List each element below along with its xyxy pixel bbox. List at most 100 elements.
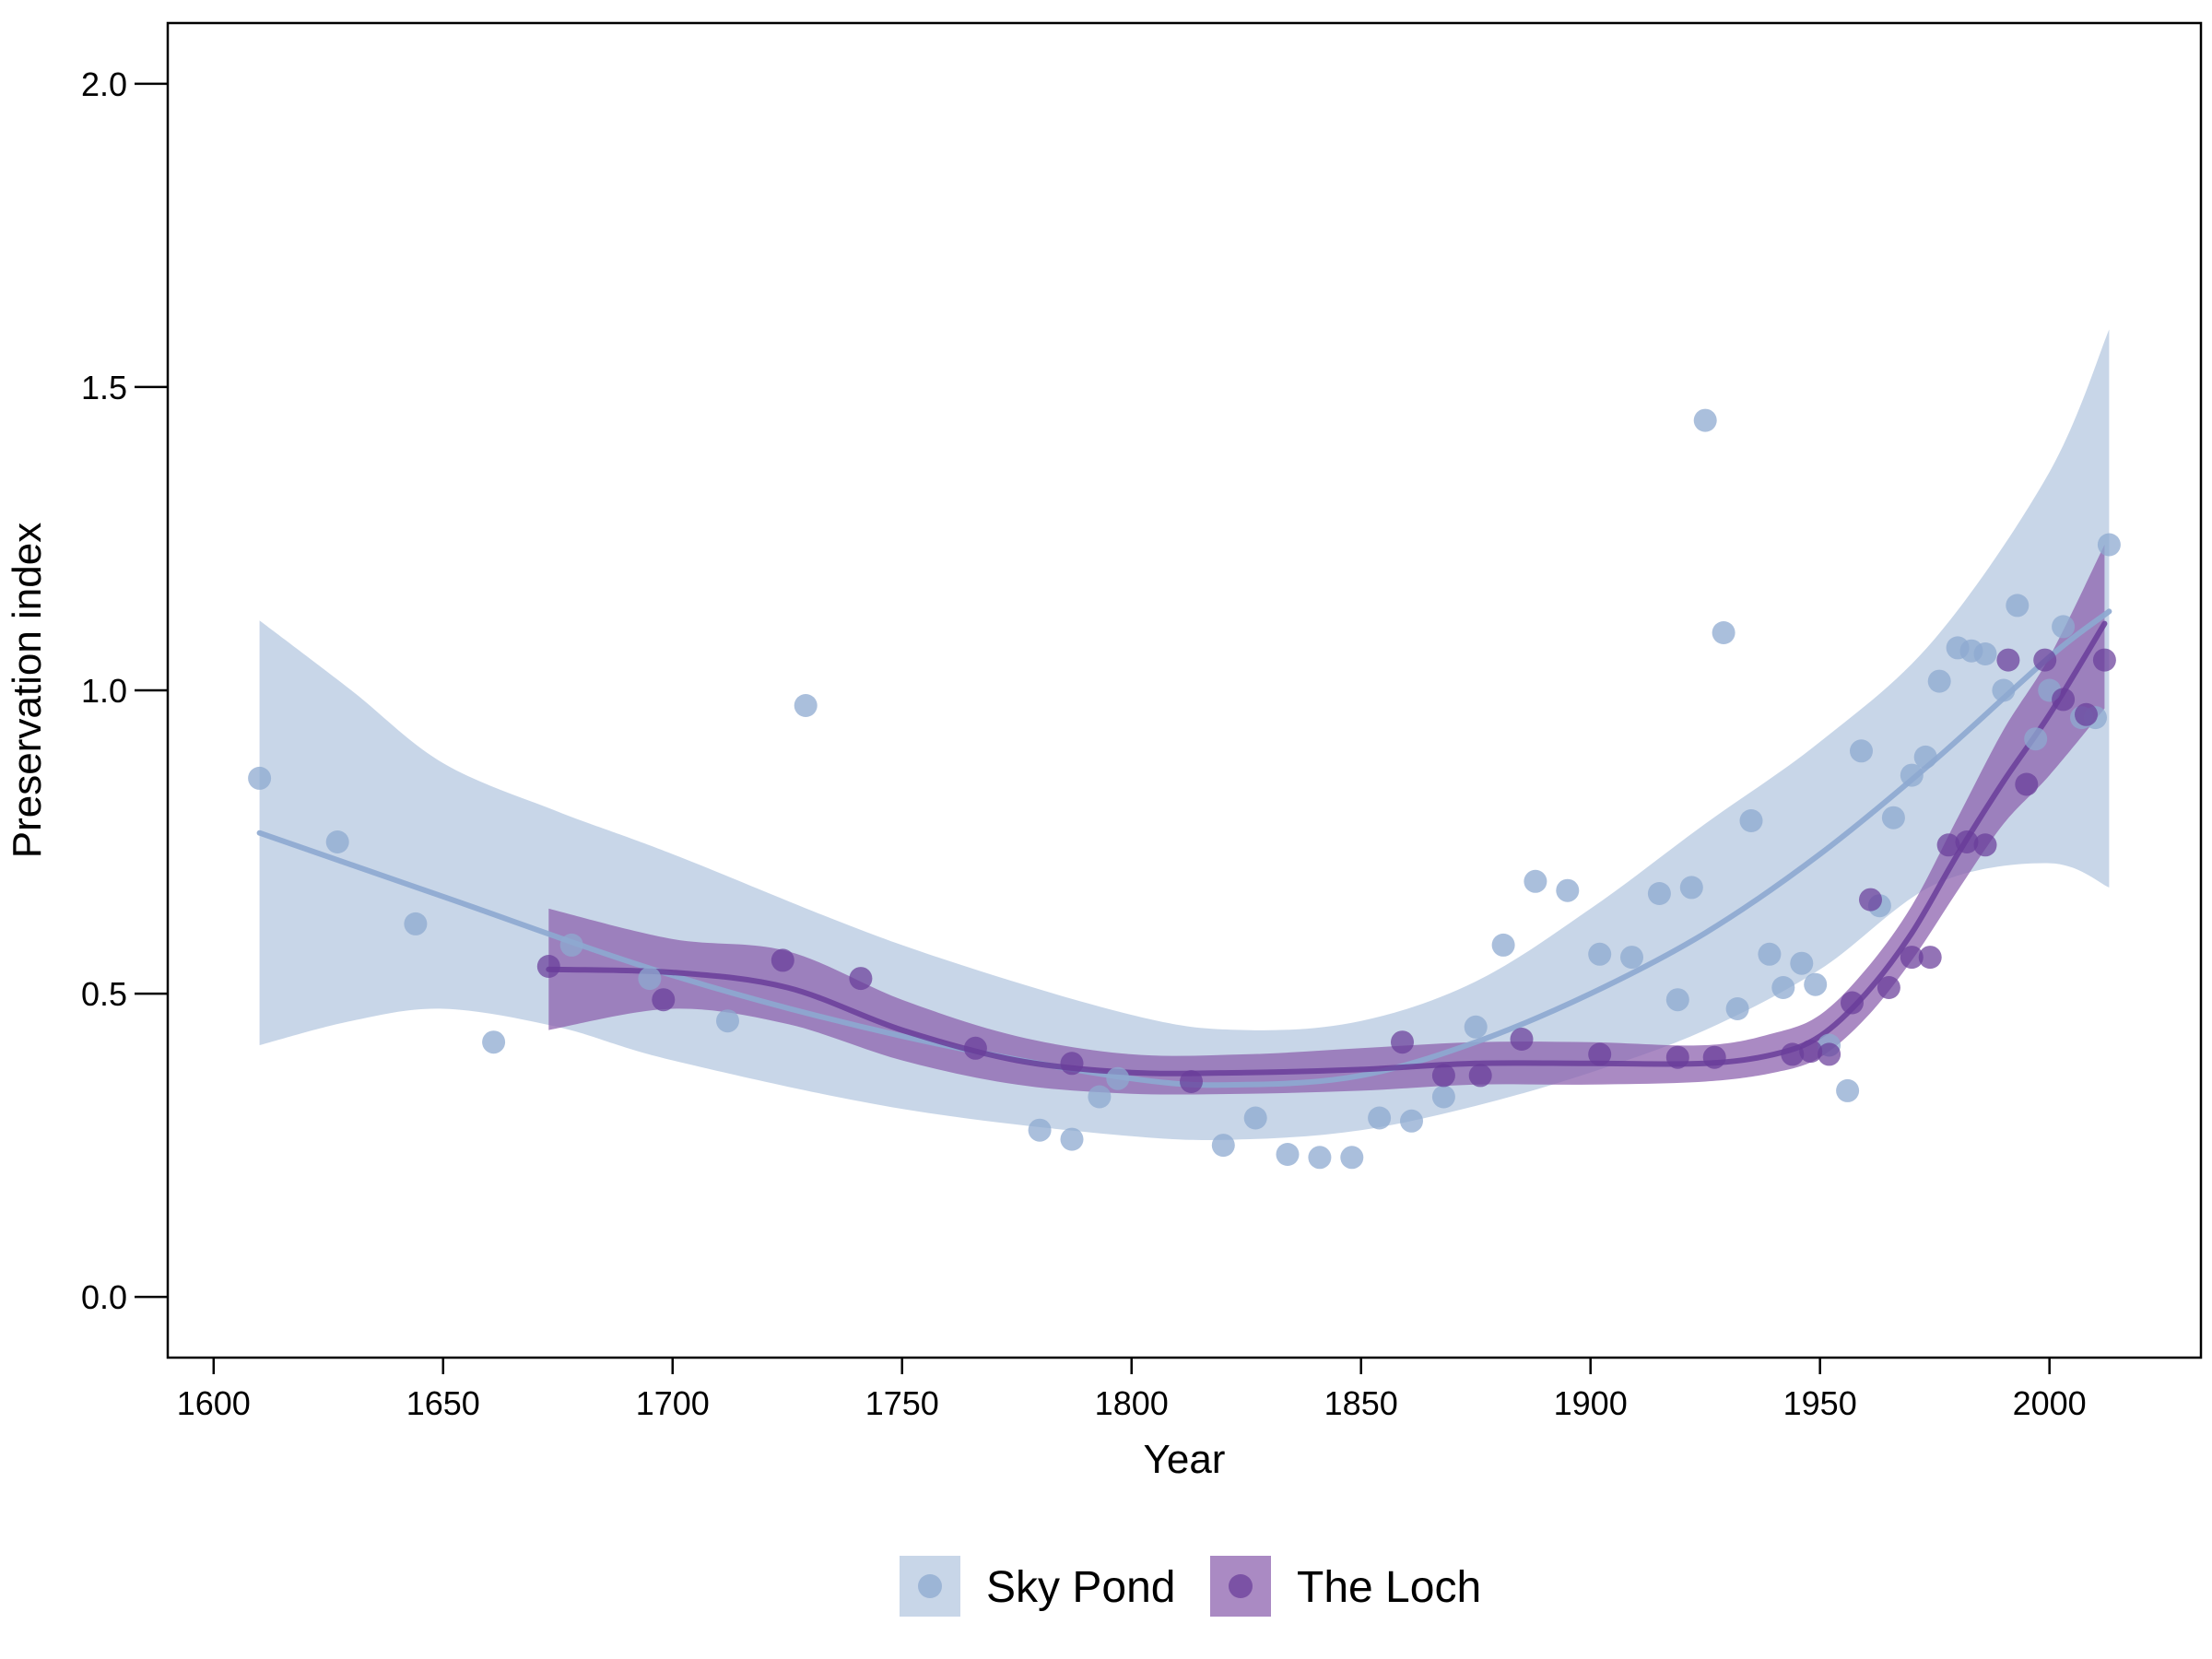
the-loch-point (2052, 688, 2076, 712)
y-tick-label: 0.0 (81, 1278, 127, 1316)
sky-pond-point (1927, 669, 1951, 693)
the-loch-trend-line (546, 620, 2108, 1077)
the-loch-point (1588, 1042, 1612, 1066)
sky-pond-point (325, 830, 349, 853)
sky-pond-point (1431, 1085, 1455, 1109)
sky-pond-point (1758, 942, 1782, 966)
the-loch-point (2015, 772, 2039, 796)
sky-pond-point (1524, 869, 1547, 893)
the-loch-point (1996, 648, 2020, 672)
the-loch-point (1702, 1045, 1726, 1069)
y-tick-label: 1.5 (81, 369, 127, 406)
sky-pond-point (1647, 882, 1671, 905)
x-tick-label: 2000 (2013, 1384, 2087, 1422)
sky-pond-point (1665, 988, 1689, 1012)
sky-pond-point (1028, 1118, 1052, 1142)
y-tick-label: 1.0 (81, 672, 127, 710)
the-loch-point (536, 955, 560, 978)
legend: Sky Pond The Loch (900, 1556, 1481, 1617)
sky-pond-point (638, 967, 662, 991)
the-loch-point (1900, 946, 1924, 970)
x-tick-label: 1600 (177, 1384, 251, 1422)
the-loch-point (1973, 833, 1997, 857)
sky-pond-point (1771, 976, 1795, 999)
the-loch-point (1841, 991, 1864, 1015)
sky-pond-point (1464, 1015, 1488, 1039)
the-loch-point (2033, 648, 2057, 672)
the-loch-point (1665, 1045, 1689, 1069)
the-loch-point (2075, 702, 2098, 726)
the-loch-point (1391, 1030, 1414, 1054)
legend-marker (918, 1574, 942, 1598)
sky-pond-point (1790, 951, 1814, 975)
the-loch-point (1431, 1064, 1455, 1088)
sky-pond-confidence-band (259, 329, 2110, 1140)
sky-pond-point (1491, 933, 1515, 957)
x-axis: 1600 1650 1700 1750 1800 1850 1900 1950 2000 (177, 1358, 2087, 1422)
sky-pond-point (1900, 763, 1924, 787)
sky-pond-point (1712, 621, 1735, 644)
plot-layer (248, 329, 2121, 1170)
sky-pond-point (1913, 745, 1937, 769)
x-tick-label: 1700 (636, 1384, 710, 1422)
sky-pond-point (1060, 1127, 1084, 1151)
the-loch-point (1180, 1070, 1203, 1093)
legend-item-the-loch: The Loch (1210, 1556, 1481, 1617)
sky-pond-point (1243, 1106, 1267, 1130)
the-loch-point (963, 1036, 987, 1060)
sky-pond-point (716, 1009, 739, 1033)
the-loch-point (1955, 830, 1979, 853)
sky-pond-point (2006, 594, 2030, 618)
sky-pond-point (1588, 942, 1612, 966)
legend-marker (1229, 1574, 1253, 1598)
sky-pond-point (2024, 727, 2048, 751)
the-loch-point (1799, 1040, 1823, 1064)
sky-pond-point (1620, 946, 1643, 970)
sky-pond-point (482, 1030, 506, 1054)
the-loch-point (1781, 1042, 1805, 1066)
sky-pond-point (1992, 678, 2016, 702)
the-loch-point (2092, 648, 2116, 672)
the-loch-point (1877, 976, 1900, 999)
sky-pond-point (1556, 878, 1580, 902)
sky-pond-point (1836, 1078, 1860, 1102)
sky-pond-point (404, 912, 428, 935)
the-loch-point (1859, 888, 1882, 912)
the-loch-point (1936, 833, 1960, 857)
the-loch-point (1510, 1028, 1534, 1051)
sky-pond-point (1881, 806, 1905, 830)
the-loch-point (1060, 1052, 1084, 1076)
x-tick-label: 1650 (406, 1384, 480, 1422)
the-loch-point (1468, 1064, 1492, 1088)
the-loch-point (771, 948, 794, 972)
sky-pond-point (1400, 1109, 1423, 1133)
x-axis-title: Year (1144, 1437, 1226, 1482)
sky-pond-point (1739, 809, 1763, 832)
y-tick-label: 2.0 (81, 65, 127, 103)
sky-pond-point (2052, 615, 2076, 639)
sky-pond-point (1211, 1134, 1235, 1158)
the-loch-point (1918, 946, 1942, 970)
sky-pond-point (1804, 972, 1828, 996)
sky-pond-point (1088, 1085, 1112, 1109)
sky-pond-point (559, 933, 583, 957)
sky-pond-point (1276, 1143, 1300, 1166)
sky-pond-point (1973, 642, 1997, 665)
x-tick-label: 1750 (865, 1384, 939, 1422)
sky-pond-point (2097, 533, 2121, 557)
sky-pond-point (794, 694, 818, 717)
the-loch-point (652, 988, 676, 1012)
sky-pond-point (248, 766, 272, 790)
sky-pond-point (1725, 997, 1749, 1020)
y-axis: 0.0 0.5 1.0 1.5 2.0 (81, 65, 168, 1316)
the-loch-point (849, 967, 873, 991)
y-tick-label: 0.5 (81, 975, 127, 1013)
sky-pond-point (1679, 876, 1703, 900)
sky-pond-point (1368, 1106, 1392, 1130)
legend-item-sky-pond: Sky Pond (900, 1556, 1175, 1617)
y-axis-title: Preservation index (5, 523, 50, 858)
x-tick-label: 1950 (1783, 1384, 1857, 1422)
x-tick-label: 1900 (1554, 1384, 1628, 1422)
sky-pond-point (1106, 1066, 1130, 1090)
sky-pond-point (1340, 1146, 1364, 1170)
